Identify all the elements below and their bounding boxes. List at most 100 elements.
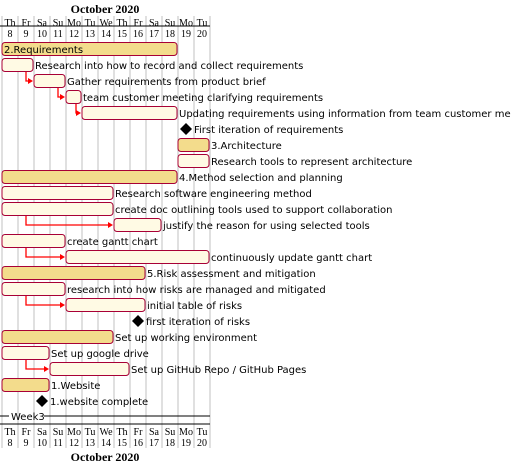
- task-bar: [65, 90, 82, 104]
- task-label: create doc outlining tools used to suppo…: [115, 205, 392, 216]
- day-number-label: 12: [69, 438, 79, 449]
- milestone-label: First iteration of requirements: [194, 125, 343, 136]
- day-number-label: 8: [8, 29, 13, 40]
- task-label: Set up GitHub Repo / GitHub Pages: [131, 365, 306, 376]
- day-of-week-label: Sa: [149, 18, 160, 29]
- milestone-marker: [132, 315, 144, 327]
- milestone-label: first iteration of risks: [146, 317, 250, 328]
- group-bar: [1, 266, 146, 280]
- task-bar: [49, 362, 130, 376]
- day-number-label: 19: [181, 438, 191, 449]
- task-label: Gather requirements from product brief: [67, 77, 266, 88]
- task-label: continuously update gantt chart: [211, 253, 372, 264]
- day-number-label: 20: [197, 438, 207, 449]
- dependency-arrowhead: [108, 222, 113, 228]
- day-of-week-label: Tu: [85, 427, 96, 438]
- dependency-arrowhead: [60, 254, 65, 260]
- day-of-week-label: We: [99, 427, 113, 438]
- task-bar: [65, 250, 210, 264]
- day-of-week-label: Tu: [197, 427, 208, 438]
- day-of-week-label: Th: [4, 18, 15, 29]
- day-number-label: 9: [24, 438, 29, 449]
- dependency-arrow: [25, 247, 61, 258]
- day-of-week-label: Sa: [149, 427, 160, 438]
- day-number-label: 13: [85, 29, 95, 40]
- day-grid: [1, 16, 211, 448]
- day-of-week-label: Su: [53, 18, 64, 29]
- task-bar: [33, 74, 66, 88]
- day-of-week-label: Su: [53, 427, 64, 438]
- task-label: research into how risks are managed and …: [67, 285, 326, 296]
- day-of-week-label: Th: [4, 427, 15, 438]
- task-bar: [1, 282, 66, 296]
- day-number-label: 18: [165, 29, 175, 40]
- task-bar: [81, 106, 178, 120]
- day-of-week-label: Su: [165, 427, 176, 438]
- day-of-week-label: Th: [116, 18, 127, 29]
- dependency-arrowhead: [44, 366, 49, 372]
- group-bar: [1, 170, 178, 184]
- day-number-label: 12: [69, 29, 79, 40]
- day-of-week-label: Sa: [37, 18, 48, 29]
- day-number-label: 14: [101, 29, 111, 40]
- group-label: 1.Website: [51, 381, 100, 392]
- task-label: create gantt chart: [67, 237, 158, 248]
- day-number-label: 10: [37, 438, 47, 449]
- day-header-top: Th8Fr9Sa10Su11Mo12Tu13We14Th15Fr16Sa17Su…: [4, 18, 207, 40]
- task-label: team customer meeting clarifying require…: [83, 93, 323, 104]
- day-of-week-label: Mo: [179, 18, 193, 29]
- day-of-week-label: Su: [165, 18, 176, 29]
- day-number-label: 18: [165, 438, 175, 449]
- task-label: justify the reason for using selected to…: [162, 221, 370, 232]
- task-bar: [1, 202, 114, 216]
- group-label: 2.Requirements: [4, 45, 83, 56]
- day-of-week-label: Fr: [22, 18, 32, 29]
- task-label: Updating requirements using information …: [179, 109, 511, 120]
- day-of-week-label: Sa: [37, 427, 48, 438]
- group-label: Set up working environment: [115, 333, 257, 344]
- day-number-label: 14: [101, 438, 111, 449]
- task-bar: [113, 218, 162, 232]
- day-header-bottom: Th8Fr9Sa10Su11Mo12Tu13We14Th15Fr16Sa17Su…: [4, 427, 207, 449]
- day-of-week-label: Mo: [179, 427, 193, 438]
- group-label: 5.Risk assessment and mitigation: [147, 269, 316, 280]
- milestone-marker: [36, 395, 48, 407]
- week-separator-label: Week3: [11, 412, 45, 423]
- day-of-week-label: Mo: [67, 427, 81, 438]
- dependency-arrow: [25, 215, 109, 226]
- task-label: Research into how to record and collect …: [35, 61, 303, 72]
- day-of-week-label: Th: [116, 427, 127, 438]
- group-bar: [1, 42, 178, 56]
- dependency-arrow: [25, 295, 61, 306]
- day-number-label: 15: [117, 29, 127, 40]
- task-label: Research tools to represent architecture: [211, 157, 412, 168]
- task-bar: [1, 346, 50, 360]
- day-of-week-label: Fr: [22, 427, 32, 438]
- day-of-week-label: We: [99, 18, 113, 29]
- month-title-bottom: October 2020: [71, 450, 140, 464]
- day-number-label: 20: [197, 29, 207, 40]
- group-bar: [177, 138, 210, 152]
- day-number-label: 8: [8, 438, 13, 449]
- day-number-label: 11: [53, 29, 63, 40]
- dependency-arrowhead: [60, 94, 65, 100]
- milestone-label: 1.website complete: [50, 397, 148, 408]
- day-number-label: 11: [53, 438, 63, 449]
- week-separator: Week3: [0, 412, 210, 423]
- task-label: Set up google drive: [51, 349, 149, 360]
- day-number-label: 9: [24, 29, 29, 40]
- group-bar: [1, 330, 114, 344]
- task-bar: [65, 298, 146, 312]
- day-number-label: 16: [133, 438, 143, 449]
- dependency-arrow: [25, 359, 45, 370]
- group-label: 4.Method selection and planning: [179, 173, 343, 184]
- day-number-label: 17: [149, 29, 159, 40]
- task-bar: [1, 186, 114, 200]
- day-of-week-label: Tu: [85, 18, 96, 29]
- day-number-label: 19: [181, 29, 191, 40]
- task-bar: [177, 154, 210, 168]
- day-of-week-label: Tu: [197, 18, 208, 29]
- dependency-arrowhead: [28, 78, 33, 84]
- task-bar: [1, 234, 66, 248]
